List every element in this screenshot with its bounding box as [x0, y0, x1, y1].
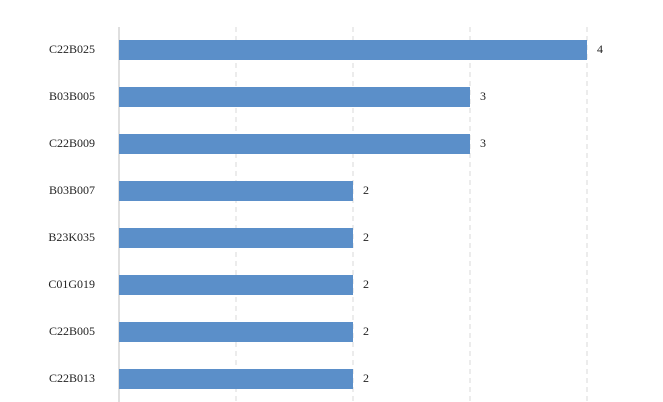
bars-layer: [119, 40, 587, 389]
grid-layer: [118, 27, 588, 402]
bar: [119, 40, 587, 60]
data-label: 2: [363, 277, 369, 291]
category-label: C22B005: [49, 324, 95, 338]
bar: [119, 275, 353, 295]
data-label: 2: [363, 230, 369, 244]
data-label: 2: [363, 183, 369, 197]
bar: [119, 322, 353, 342]
category-label: B03B007: [49, 183, 95, 197]
data-label: 2: [363, 371, 369, 385]
category-label: C22B025: [49, 42, 95, 56]
bar: [119, 134, 470, 154]
category-label: C22B013: [49, 371, 95, 385]
labels-layer: C22B025 4 B03B005 3 C22B009 3 B03B007 2 B23K035 2…: [48, 42, 603, 385]
category-label: B23K035: [48, 230, 95, 244]
bar: [119, 369, 353, 389]
bar: [119, 181, 353, 201]
bar: [119, 228, 353, 248]
category-label: C01G019: [48, 277, 95, 291]
data-label: 3: [480, 89, 486, 103]
data-label: 2: [363, 324, 369, 338]
category-label: C22B009: [49, 136, 95, 150]
data-label: 4: [597, 42, 603, 56]
category-label: B03B005: [49, 89, 95, 103]
bar: [119, 87, 470, 107]
data-label: 3: [480, 136, 486, 150]
